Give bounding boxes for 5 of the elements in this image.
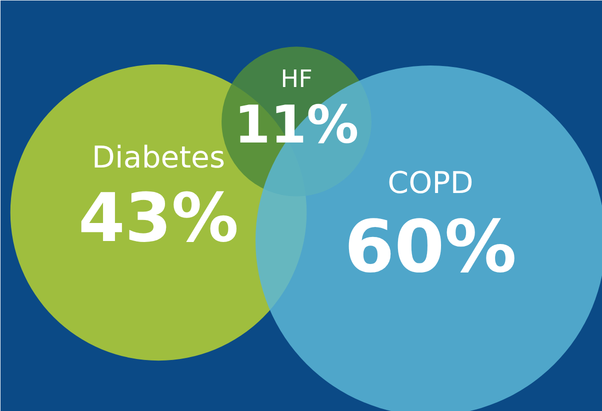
data-label: 43%: [78, 179, 239, 257]
category-label: Diabetes: [92, 140, 226, 176]
category-label: COPD: [388, 166, 474, 201]
data-label: 60%: [344, 204, 517, 288]
category-label: HF: [280, 64, 312, 93]
